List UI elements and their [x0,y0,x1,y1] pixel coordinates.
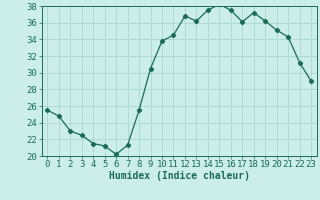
X-axis label: Humidex (Indice chaleur): Humidex (Indice chaleur) [109,171,250,181]
